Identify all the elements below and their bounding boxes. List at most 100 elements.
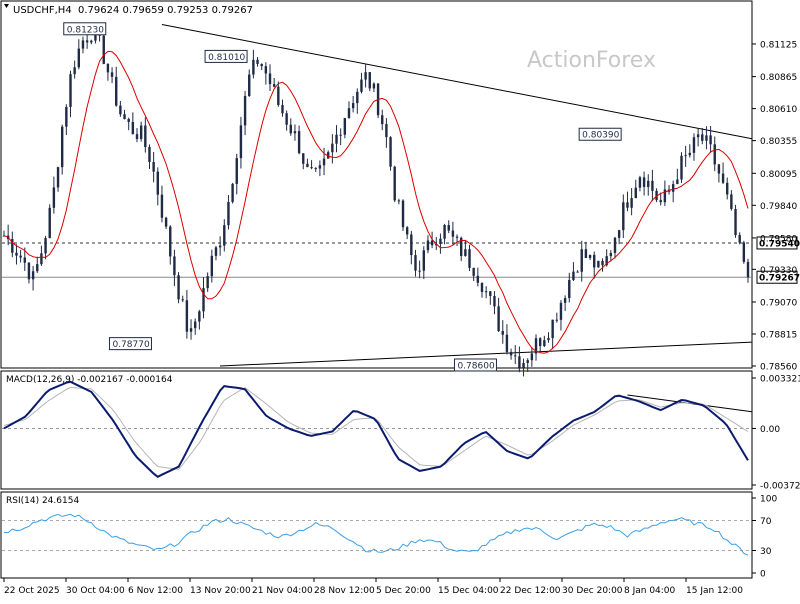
- candle-body: [81, 40, 85, 49]
- macd-tick-label: 0.003321: [760, 375, 800, 385]
- candle-body: [277, 86, 280, 106]
- candle-body: [505, 334, 509, 352]
- candle-body: [393, 166, 396, 201]
- candle-body: [264, 66, 268, 74]
- candle-body: [430, 240, 434, 246]
- candle-body: [11, 239, 14, 253]
- time-tick-label: 5 Dec 20:00: [376, 586, 431, 596]
- time-tick-label: 22 Dec 12:00: [500, 586, 561, 596]
- price-tick-label: 0.78560: [760, 363, 797, 373]
- candle-body: [331, 143, 334, 153]
- candle-body: [297, 131, 301, 154]
- candle-body: [734, 208, 737, 236]
- candle-body: [235, 158, 238, 184]
- collapse-triangle-icon[interactable]: [4, 4, 9, 8]
- candle-body: [318, 165, 322, 169]
- candle-body: [426, 240, 430, 251]
- candle-body: [115, 76, 118, 106]
- candle-body: [69, 74, 72, 107]
- time-tick-label: 30 Dec 20:00: [562, 586, 623, 596]
- candle-body: [202, 288, 205, 312]
- candle-body: [52, 187, 56, 208]
- candle-body: [227, 201, 230, 226]
- candle-body: [193, 321, 197, 329]
- macd-main-line: [3, 380, 749, 478]
- annotation-label: 0.78770: [112, 340, 149, 350]
- candle-body: [177, 275, 180, 300]
- price-tick-label: 0.80355: [760, 137, 797, 147]
- candle-body: [231, 183, 234, 202]
- candle-body: [439, 238, 442, 245]
- candle-body: [472, 267, 475, 276]
- candle-body: [123, 114, 126, 120]
- candle-body: [302, 153, 305, 164]
- candle-body: [609, 252, 613, 257]
- candle-body: [15, 252, 18, 256]
- candle-body: [281, 105, 284, 114]
- time-tick-label: 15 Dec 04:00: [438, 586, 499, 596]
- current-price-label: 0.79267: [759, 274, 800, 284]
- candle-body: [40, 253, 43, 265]
- price-tick-label: 0.79840: [760, 202, 797, 212]
- candle-body: [343, 118, 347, 135]
- candle-body: [493, 295, 496, 307]
- candle-body: [19, 255, 22, 258]
- candle-body: [572, 271, 575, 280]
- candle-body: [559, 302, 563, 320]
- candle-body: [721, 173, 725, 183]
- macd-title: MACD(12,26,9) -0.002167 -0.000164: [6, 375, 173, 385]
- candle-body: [713, 144, 716, 165]
- candle-body: [447, 225, 450, 231]
- candle-body: [522, 362, 525, 368]
- candle-body: [272, 84, 276, 87]
- price-tick-label: 0.79070: [760, 298, 797, 308]
- moving-average-line: [3, 50, 749, 354]
- candle-body: [692, 137, 696, 153]
- time-tick-label: 21 Nov 04:00: [252, 586, 313, 596]
- candle-body: [356, 91, 359, 104]
- candle-body: [530, 353, 534, 361]
- candle-body: [223, 225, 226, 246]
- candle-body: [90, 40, 93, 43]
- candle-body: [102, 35, 105, 64]
- candle-body: [77, 48, 81, 68]
- price-tick-label: 0.80610: [760, 105, 797, 115]
- candle-body: [538, 338, 542, 347]
- price-tick-label: 0.79330: [760, 266, 797, 276]
- time-tick-label: 22 Oct 2025: [4, 586, 60, 596]
- candle-body: [173, 256, 176, 276]
- candle-body: [139, 125, 143, 140]
- candle-body: [368, 72, 371, 89]
- candle-body: [489, 291, 492, 296]
- candle-body: [634, 187, 637, 199]
- candle-body: [593, 254, 596, 268]
- candle-body: [119, 105, 122, 115]
- candle-body: [360, 79, 363, 92]
- candle-body: [144, 125, 147, 148]
- candle-body: [605, 256, 608, 266]
- candle-body: [659, 200, 662, 203]
- ohlc-readout: 0.79624 0.79659 0.79253 0.79267: [78, 5, 253, 16]
- candle-body: [306, 163, 309, 168]
- candle-body: [23, 257, 26, 263]
- candle-body: [252, 59, 255, 75]
- candle-body: [256, 59, 259, 64]
- candle-body: [443, 225, 446, 239]
- candle-body: [127, 119, 130, 122]
- candle-body: [389, 137, 392, 167]
- annotation-box: [204, 49, 248, 63]
- candle-body: [48, 207, 51, 239]
- rsi-tick-label: 70: [760, 517, 772, 527]
- candle-body: [647, 180, 650, 187]
- candle-body: [27, 262, 31, 280]
- candle-body: [746, 261, 750, 278]
- candle-body: [476, 275, 480, 283]
- candle-body: [514, 355, 517, 357]
- candle-body: [285, 113, 288, 125]
- candle-body: [156, 171, 159, 195]
- candle-body: [289, 124, 292, 134]
- time-tick-label: 30 Oct 04:00: [66, 586, 125, 596]
- candle-body: [676, 179, 679, 185]
- candle-body: [248, 74, 251, 97]
